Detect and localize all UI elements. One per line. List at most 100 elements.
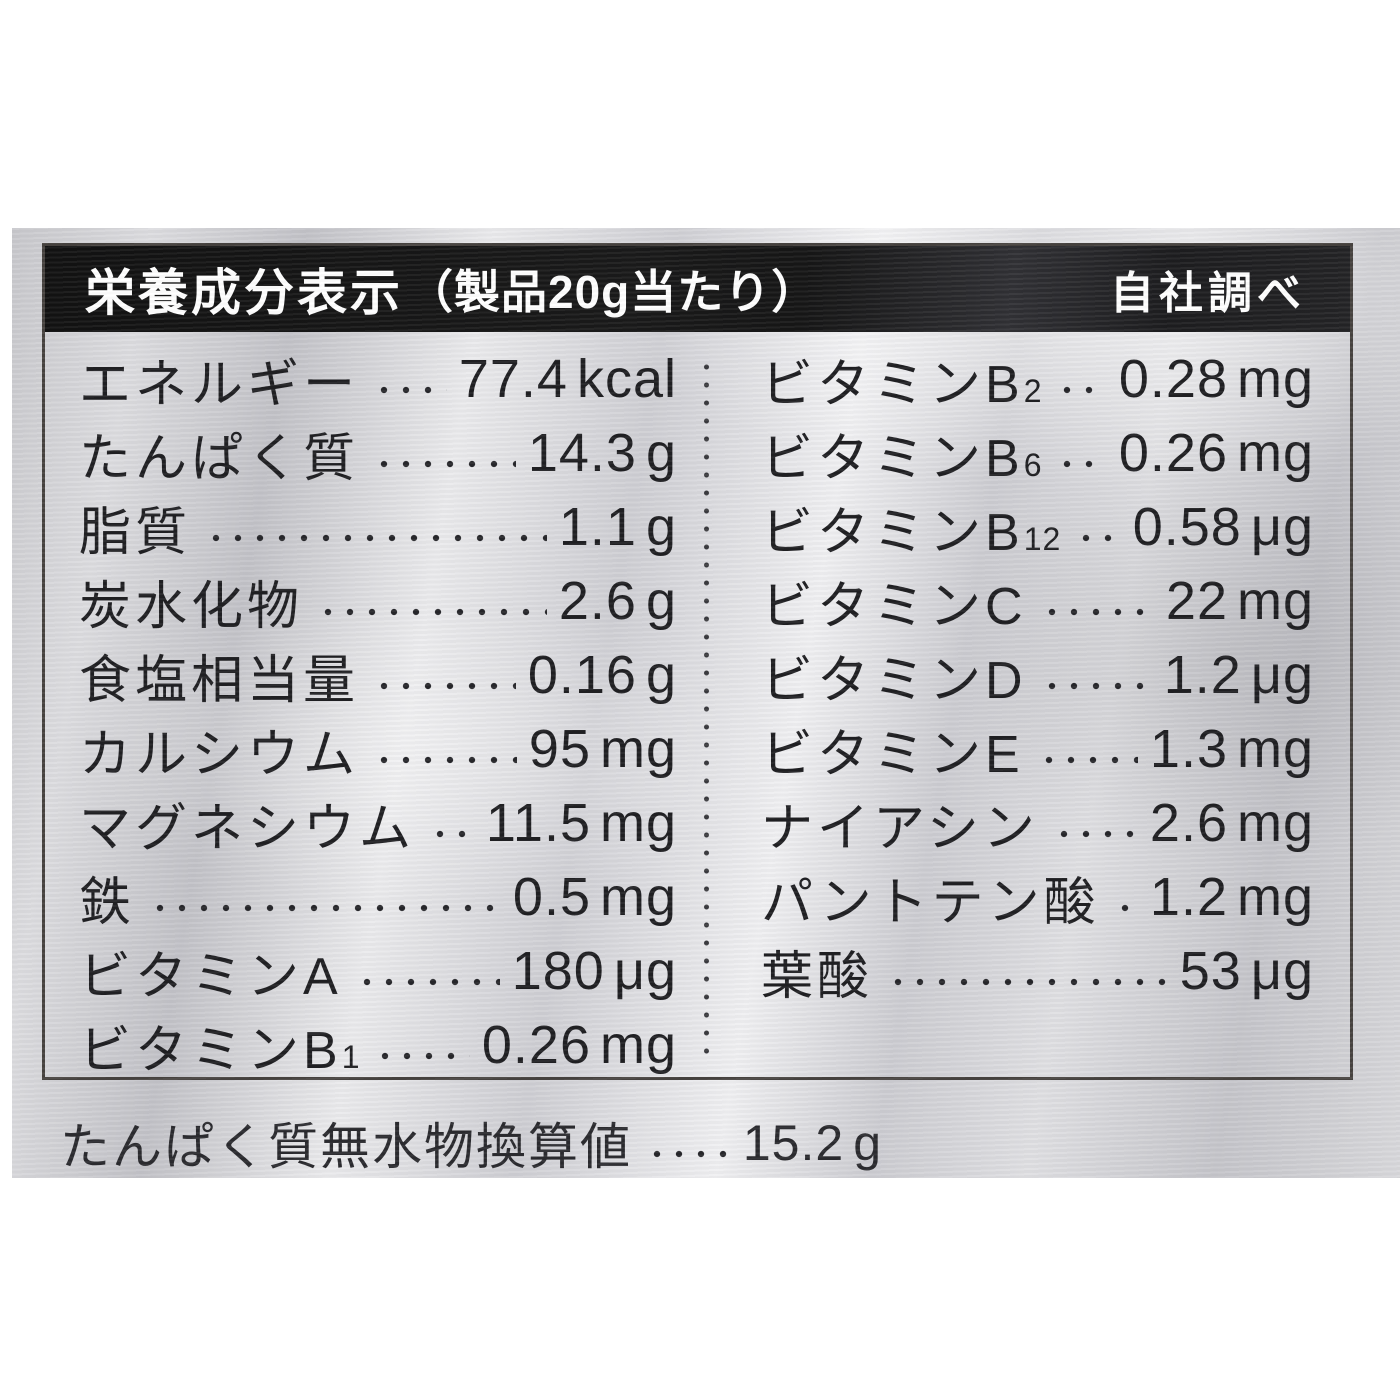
nutrient-name: ビタミンA: [79, 934, 342, 1009]
nutrient-row: たんぱく質 14.3 g: [79, 416, 677, 490]
nutrient-row: パントテン酸 1.2 mg: [761, 860, 1314, 934]
nutrient-value: 22 mg: [1166, 570, 1314, 632]
dotted-leader: [355, 975, 500, 989]
nutrient-value: 1.3 mg: [1150, 718, 1314, 780]
nutrient-row: ビタミンC 22 mg: [761, 564, 1314, 638]
nutrient-name-text: 脂質: [79, 503, 192, 562]
nutrient-name-subscript: 12: [1023, 520, 1062, 557]
nutrient-number: 180: [511, 941, 605, 1001]
nutrient-row: カルシウム 95 mg: [79, 712, 677, 786]
nutrient-name-text: ビタミンE: [761, 725, 1024, 784]
nutrient-row: 炭水化物 2.6 g: [79, 564, 677, 638]
nutrient-number: 95: [528, 719, 591, 779]
nutrient-unit: μg: [1250, 645, 1314, 705]
nutrient-name-subscript: 2: [1023, 372, 1043, 409]
dotted-leader: [374, 1049, 470, 1063]
nutrient-unit: g: [645, 423, 677, 483]
nutrient-value: 14.3 g: [528, 422, 677, 484]
package-photo: 栄養成分表示 （製品20g当たり） 自社調べ エネルギー 77.4 kcal たん…: [12, 228, 1400, 1178]
nutrient-name: 鉄: [79, 860, 135, 935]
nutrient-unit: mg: [599, 867, 677, 927]
nutrient-value: 0.26 mg: [1119, 422, 1314, 484]
nutrient-number: 1.2: [1149, 867, 1228, 927]
nutrient-name-text: ビタミンB: [761, 429, 1024, 488]
nutrient-number: 1.3: [1149, 719, 1228, 779]
nutrient-value: 0.28 mg: [1119, 348, 1314, 410]
nutrient-value: 77.4 kcal: [459, 348, 677, 410]
nutrient-row: ビタミンA 180 μg: [79, 934, 677, 1008]
nutrient-unit: μg: [1250, 941, 1314, 1001]
nutrient-number: 11.5: [485, 793, 591, 853]
nutrient-name-subscript: 6: [1023, 446, 1043, 483]
nutrient-unit: mg: [1236, 571, 1314, 631]
nutrient-row: 脂質 1.1 g: [79, 490, 677, 564]
nutrient-name: 脂質: [79, 490, 191, 565]
nutrient-number: 2.6: [1149, 793, 1228, 853]
nutrient-name: ビタミンE: [761, 712, 1024, 787]
nutrient-value: 95 mg: [529, 718, 677, 780]
nutrient-unit: mg: [599, 719, 677, 779]
dotted-leader: [373, 383, 447, 397]
dotted-leader: [646, 1147, 731, 1161]
nutrient-name-text: 食塩相当量: [79, 651, 360, 710]
dotted-leader: [373, 457, 516, 471]
nutrient-unit: mg: [1236, 423, 1314, 483]
nutrient-name-text: マグネシウム: [79, 799, 416, 858]
nutrient-value: 1.2 μg: [1164, 644, 1314, 706]
nutrient-value: 2.6 g: [559, 570, 677, 632]
nutrient-unit: μg: [1250, 497, 1314, 557]
dotted-leader: [1037, 753, 1138, 767]
dotted-leader: [887, 975, 1168, 989]
nutrient-name: マグネシウム: [79, 786, 415, 861]
nutrient-number: 0.16: [527, 645, 637, 705]
nutrient-unit: g: [645, 645, 677, 705]
nutrient-name-text: ビタミンC: [761, 577, 1027, 636]
nutrient-value: 180 μg: [512, 940, 677, 1002]
nutrient-row: ビタミンB2 0.28 mg: [761, 342, 1314, 416]
nutrient-row: エネルギー 77.4 kcal: [79, 342, 677, 416]
nutrient-unit: g: [645, 497, 677, 557]
dotted-leader: [1040, 605, 1154, 619]
nutrient-number: 1.2: [1163, 645, 1242, 705]
nutrient-column-left: エネルギー 77.4 kcal たんぱく質 14.3 g 脂質 1.1 g 炭水化物 …: [45, 332, 677, 1080]
nutrient-value: 2.6 mg: [1150, 792, 1314, 854]
nutrient-value: 53 μg: [1180, 940, 1314, 1002]
nutrient-name: エネルギー: [79, 342, 359, 417]
nutrient-table: エネルギー 77.4 kcal たんぱく質 14.3 g 脂質 1.1 g 炭水化物 …: [45, 332, 1350, 1080]
nutrient-number: 14.3: [527, 423, 637, 483]
dotted-leader: [1056, 383, 1107, 397]
dotted-leader: [205, 531, 547, 545]
dotted-leader: [429, 827, 474, 841]
nutrient-name: ビタミンB2: [761, 342, 1042, 417]
nutrient-name-text: ビタミンB: [761, 355, 1024, 414]
nutrient-unit: mg: [1236, 793, 1314, 853]
nutrient-value: 0.58 μg: [1133, 496, 1314, 558]
nutrient-number: 53: [1179, 941, 1242, 1001]
dotted-leader: [373, 753, 517, 767]
nutrient-number: 0.26: [481, 1015, 591, 1075]
nutrient-row: 鉄 0.5 mg: [79, 860, 677, 934]
nutrient-value: 1.2 mg: [1150, 866, 1314, 928]
nutrient-unit: μg: [613, 941, 677, 1001]
nutrient-name: ビタミンB6: [761, 416, 1042, 491]
footnote-label: たんぱく質無水物換算値: [60, 1119, 632, 1175]
nutrient-name-text: 炭水化物: [79, 577, 304, 636]
nutrient-unit: mg: [1236, 349, 1314, 409]
nutrition-header-bar: 栄養成分表示 （製品20g当たり） 自社調べ: [45, 246, 1350, 332]
nutrient-number: 22: [1165, 571, 1228, 631]
nutrient-row: マグネシウム 11.5 mg: [79, 786, 677, 860]
nutrient-row: ビタミンB6 0.26 mg: [761, 416, 1314, 490]
dotted-leader: [1075, 531, 1121, 545]
footnote-number: 15.2: [742, 1115, 845, 1171]
footnote-unit: g: [853, 1115, 882, 1171]
nutrition-title: 栄養成分表示: [85, 265, 403, 321]
nutrient-value: 0.16 g: [528, 644, 677, 706]
nutrient-unit: mg: [1236, 719, 1314, 779]
nutrient-name-text: ビタミンA: [79, 947, 342, 1006]
protein-anhydrous-footnote: たんぱく質無水物換算値 15.2 g: [60, 1106, 882, 1180]
nutrient-name: 葉酸: [761, 934, 873, 1009]
nutrient-name: 食塩相当量: [79, 638, 359, 713]
nutrient-number: 0.5: [512, 867, 591, 927]
nutrient-name-text: カルシウム: [79, 725, 360, 784]
nutrient-name-text: エネルギー: [79, 355, 360, 414]
